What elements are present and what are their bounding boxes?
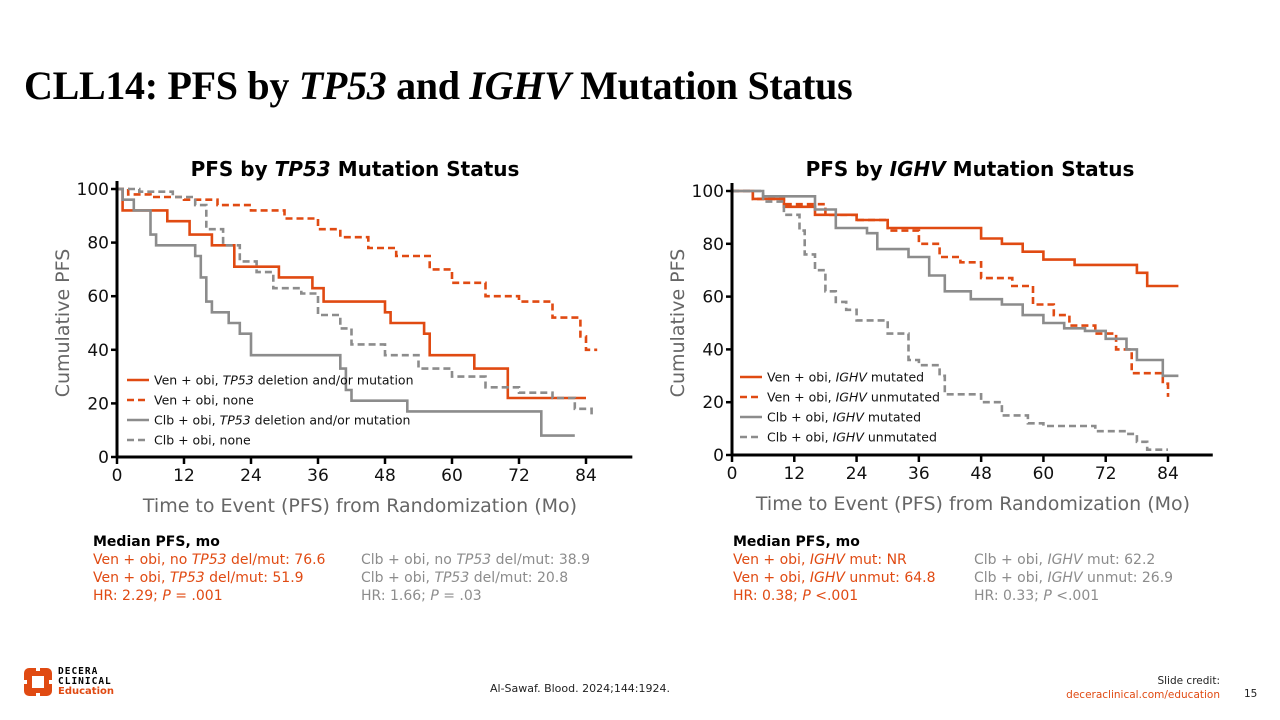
y-tick-label: 0 xyxy=(98,448,109,468)
median-pfs-ighv: Median PFS, mo Ven + obi, IGHV mut: NR Ve… xyxy=(733,533,1213,613)
y-tick-label: 20 xyxy=(702,393,724,413)
y-tick-label: 100 xyxy=(692,182,724,202)
median-line: Clb + obi, TP53 del/mut: 20.8 xyxy=(361,570,569,586)
x-tick-label: 0 xyxy=(727,464,738,484)
median-line: Ven + obi, TP53 del/mut: 51.9 xyxy=(93,570,304,586)
legend-label: Ven + obi, IGHV mutated xyxy=(767,370,924,385)
km-curve-4 xyxy=(732,189,1168,451)
x-tick-label: 24 xyxy=(846,464,868,484)
x-tick-label: 36 xyxy=(908,464,930,484)
y-axis-label: Cumulative PFS xyxy=(667,249,689,398)
median-line: Ven + obi, IGHV mut: NR xyxy=(733,552,907,568)
y-tick-label: 0 xyxy=(713,446,724,466)
y-tick-label: 60 xyxy=(702,288,724,308)
chart-title: PFS by TP53 Mutation Status xyxy=(191,157,520,181)
x-tick-label: 12 xyxy=(783,464,805,484)
legend-label: Ven + obi, TP53 deletion and/or mutation xyxy=(154,373,414,388)
km-curve-2 xyxy=(732,189,1170,397)
median-line: HR: 0.33; P <.001 xyxy=(974,588,1100,604)
logo-line-3: Education xyxy=(58,686,114,697)
y-tick-label: 20 xyxy=(87,394,109,414)
median-line: Ven + obi, IGHV unmut: 64.8 xyxy=(733,570,936,586)
y-tick-label: 100 xyxy=(77,180,109,200)
x-tick-label: 72 xyxy=(1095,464,1117,484)
legend-label: Ven + obi, none xyxy=(154,393,254,408)
median-ven-column: Ven + obi, no TP53 del/mut: 76.6 Ven + ob… xyxy=(93,551,325,605)
median-heading: Median PFS, mo xyxy=(733,534,860,550)
y-axis-label: Cumulative PFS xyxy=(52,249,74,398)
x-tick-label: 48 xyxy=(970,464,992,484)
median-pfs-tp53: Median PFS, mo Ven + obi, no TP53 del/mu… xyxy=(93,533,633,613)
km-curve-2 xyxy=(117,187,598,352)
y-tick-label: 60 xyxy=(87,287,109,307)
slide-credit: Slide credit: deceraclinical.com/educati… xyxy=(1066,674,1220,702)
decera-logo-mark-icon xyxy=(24,668,52,696)
x-tick-label: 0 xyxy=(112,466,123,486)
median-line: Clb + obi, no TP53 del/mut: 38.9 xyxy=(361,552,591,568)
legend-label: Clb + obi, IGHV unmutated xyxy=(767,430,937,445)
median-clb-column: Clb + obi, no TP53 del/mut: 38.9 Clb + ob… xyxy=(361,551,590,605)
x-tick-label: 72 xyxy=(508,466,530,486)
decera-logo: DECERA CLINICAL Education xyxy=(24,667,114,697)
median-clb-column: Clb + obi, IGHV mut: 62.2 Clb + obi, IGHV… xyxy=(974,551,1173,605)
median-heading: Median PFS, mo xyxy=(93,534,220,550)
x-axis-label: Time to Event (PFS) from Randomization (… xyxy=(142,495,577,517)
km-curve-3 xyxy=(117,187,575,437)
y-tick-label: 40 xyxy=(87,341,109,361)
credit-label: Slide credit: xyxy=(1157,675,1220,687)
x-axis-label: Time to Event (PFS) from Randomization (… xyxy=(755,493,1190,515)
median-line: HR: 1.66; P = .03 xyxy=(361,588,482,604)
median-line: Clb + obi, IGHV mut: 62.2 xyxy=(974,552,1156,568)
logo-line-2: CLINICAL xyxy=(58,676,112,687)
x-tick-label: 60 xyxy=(441,466,463,486)
logo-text: DECERA CLINICAL Education xyxy=(58,667,114,697)
x-tick-label: 84 xyxy=(1157,464,1179,484)
y-tick-label: 80 xyxy=(87,234,109,254)
logo-line-1: DECERA xyxy=(58,666,99,677)
km-curve-1 xyxy=(117,187,586,400)
median-line: HR: 0.38; P <.001 xyxy=(733,588,859,604)
median-ven-column: Ven + obi, IGHV mut: NR Ven + obi, IGHV u… xyxy=(733,551,936,605)
km-curve-3 xyxy=(732,189,1179,378)
median-line: Ven + obi, no TP53 del/mut: 76.6 xyxy=(93,552,326,568)
x-tick-label: 60 xyxy=(1033,464,1055,484)
x-tick-label: 36 xyxy=(307,466,329,486)
km-curve-4 xyxy=(117,187,593,417)
x-tick-label: 12 xyxy=(173,466,195,486)
legend-label: Ven + obi, IGHV unmutated xyxy=(767,390,940,405)
median-line: HR: 2.29; P = .001 xyxy=(93,588,223,604)
km-curve-1 xyxy=(732,189,1179,288)
slide-title: CLL14: PFS by TP53 and IGHV Mutation Sta… xyxy=(24,63,853,108)
median-line: Clb + obi, IGHV unmut: 26.9 xyxy=(974,570,1174,586)
y-tick-label: 80 xyxy=(702,235,724,255)
legend-label: Clb + obi, none xyxy=(154,433,251,448)
x-tick-label: 48 xyxy=(374,466,396,486)
chart-title: PFS by IGHV Mutation Status xyxy=(806,157,1135,181)
credit-link[interactable]: deceraclinical.com/education xyxy=(1066,689,1220,701)
legend-label: Clb + obi, IGHV mutated xyxy=(767,410,921,425)
legend-label: Clb + obi, TP53 deletion and/or mutation xyxy=(154,413,410,428)
citation: Al-Sawaf. Blood. 2024;144:1924. xyxy=(490,682,671,695)
y-tick-label: 40 xyxy=(702,340,724,360)
chart-ighv: PFS by IGHV Mutation Status 0 20 40 60 80 100 0… xyxy=(667,157,1213,515)
page-number: 15 xyxy=(1244,688,1258,700)
chart-tp53: PFS by TP53 Mutation Status 0 20 40 60 80 100 0… xyxy=(52,157,633,517)
x-tick-label: 84 xyxy=(575,466,597,486)
x-tick-label: 24 xyxy=(240,466,262,486)
